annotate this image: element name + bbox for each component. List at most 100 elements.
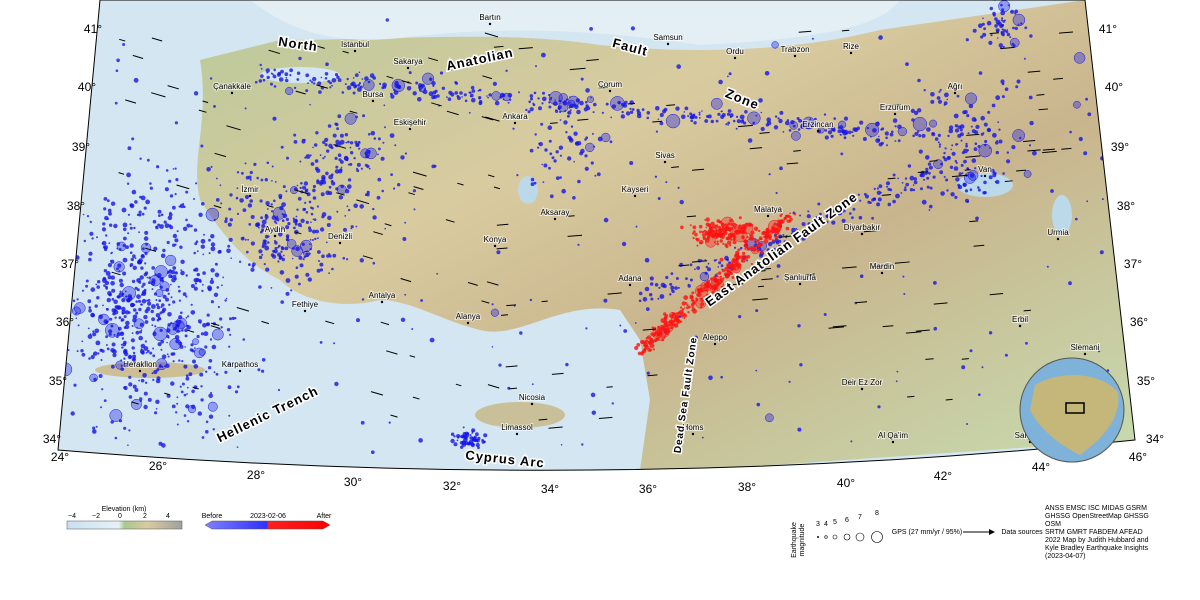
- earthquake: [942, 156, 946, 159]
- earthquake: [319, 268, 324, 272]
- earthquake: [358, 147, 361, 150]
- earthquake: [921, 199, 927, 205]
- earthquake: [429, 77, 433, 81]
- earthquake: [130, 398, 142, 410]
- gps-vector: [887, 177, 896, 180]
- earthquake: [210, 165, 213, 168]
- earthquake: [897, 126, 908, 137]
- earthquake: [462, 426, 465, 429]
- earthquake: [420, 299, 423, 302]
- earthquake: [160, 348, 163, 351]
- earthquake: [96, 236, 98, 239]
- earthquake: [877, 138, 880, 142]
- earthquake: [123, 315, 127, 319]
- earthquake: [768, 241, 773, 247]
- earthquake: [918, 134, 922, 138]
- earthquake: [708, 293, 712, 297]
- earthquake: [196, 334, 200, 339]
- earthquake: [105, 308, 108, 310]
- earthquake: [1002, 34, 1005, 37]
- gps-vector: [213, 205, 222, 209]
- earthquake: [530, 97, 533, 101]
- earthquake: [876, 190, 882, 195]
- earthquake: [145, 242, 149, 246]
- earthquake: [161, 354, 167, 360]
- gps-vector: [598, 416, 613, 419]
- earthquake: [765, 413, 774, 423]
- earthquake: [179, 203, 185, 209]
- earthquake: [309, 247, 312, 251]
- earthquake: [330, 173, 334, 177]
- earthquake: [158, 299, 162, 302]
- earthquake: [1068, 281, 1072, 286]
- earthquake: [996, 29, 999, 33]
- earthquake: [175, 317, 187, 329]
- place-marker: [860, 387, 864, 391]
- earthquake: [851, 216, 854, 220]
- earthquake: [297, 196, 302, 201]
- gps-vector: [691, 168, 705, 171]
- earthquake: [153, 369, 158, 375]
- earthquake: [943, 101, 948, 105]
- earthquake: [923, 178, 926, 181]
- earthquake: [191, 389, 195, 394]
- earthquake: [153, 292, 158, 296]
- earthquake: [136, 294, 141, 299]
- earthquake: [355, 143, 360, 147]
- earthquake: [185, 316, 188, 319]
- earthquake: [549, 194, 554, 199]
- earthquake: [341, 91, 345, 94]
- earthquake: [213, 292, 219, 297]
- gps-vector: [568, 215, 575, 217]
- earthquake: [1012, 13, 1026, 27]
- earthquake: [90, 287, 96, 292]
- earthquake: [172, 360, 175, 363]
- earthquake: [296, 78, 300, 81]
- gps-vector: [487, 384, 500, 389]
- earthquake: [540, 122, 544, 126]
- earthquake: [140, 254, 145, 259]
- earthquake: [944, 147, 947, 150]
- black-sea: [250, 0, 900, 45]
- earthquake: [69, 293, 72, 297]
- earthquake: [785, 226, 790, 231]
- earthquake: [674, 316, 679, 321]
- earthquake: [638, 291, 643, 296]
- gps-vector: [481, 300, 490, 304]
- earthquake: [689, 115, 694, 120]
- place-label: Eskişehir: [394, 118, 427, 127]
- earthquake: [138, 307, 142, 312]
- place-marker: [1083, 352, 1087, 356]
- earthquake: [494, 100, 500, 106]
- earthquake: [273, 68, 277, 72]
- earthquake: [336, 184, 347, 195]
- earthquake: [683, 307, 686, 309]
- earthquake: [183, 393, 187, 397]
- earthquake: [340, 166, 343, 169]
- earthquake: [877, 197, 882, 202]
- lat-labels-right: 41° 40° 39° 38° 37° 36° 35° 34°: [1099, 22, 1164, 446]
- earthquake: [172, 205, 176, 210]
- earthquake: [353, 157, 356, 160]
- earthquake: [729, 113, 734, 118]
- earthquake: [717, 266, 720, 268]
- earthquake: [176, 230, 179, 233]
- earthquake: [778, 246, 784, 251]
- earthquake: [734, 223, 737, 226]
- earthquake: [318, 260, 320, 262]
- earthquake: [689, 112, 693, 116]
- earthquake: [677, 186, 680, 189]
- earthquake: [733, 235, 737, 239]
- earthquake: [740, 226, 743, 230]
- earthquake: [143, 346, 149, 351]
- earthquake: [662, 109, 667, 114]
- earthquake: [710, 97, 723, 110]
- earthquake: [385, 18, 389, 22]
- place-marker: [238, 369, 242, 373]
- lake-urmia: [1052, 195, 1072, 235]
- earthquake: [652, 329, 655, 332]
- earthquake: [165, 297, 169, 302]
- earthquake: [823, 113, 827, 116]
- gps-vector: [607, 292, 622, 295]
- earthquake: [652, 348, 655, 351]
